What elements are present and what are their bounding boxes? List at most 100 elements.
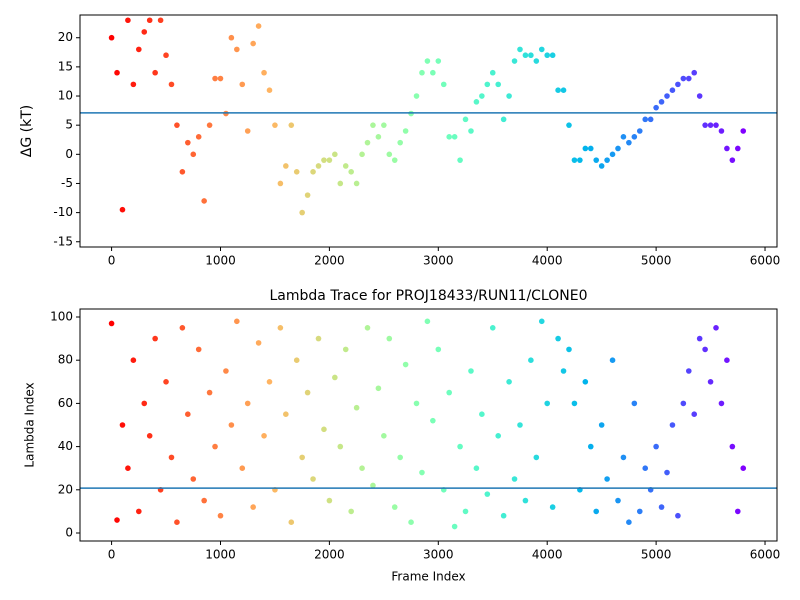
point <box>152 69 158 76</box>
point <box>528 52 534 59</box>
point <box>430 69 436 76</box>
point <box>707 122 714 128</box>
point <box>386 335 393 342</box>
x-tick-label: 3000 <box>423 254 454 268</box>
point <box>168 81 175 88</box>
point <box>566 346 572 353</box>
point <box>364 324 371 331</box>
point <box>108 34 115 41</box>
point <box>212 443 218 450</box>
point <box>538 46 545 53</box>
y-tick-label: 5 <box>65 118 73 132</box>
point <box>114 517 120 523</box>
point <box>479 93 485 99</box>
y-tick-label: 60 <box>58 396 73 410</box>
x-axis-label: Frame Index <box>391 570 465 584</box>
point <box>381 433 387 439</box>
point <box>685 75 692 82</box>
x-tick-label: 3000 <box>423 548 454 562</box>
point <box>359 465 365 472</box>
point <box>707 378 714 385</box>
point <box>691 411 698 417</box>
point <box>533 454 540 461</box>
point <box>321 426 327 433</box>
point <box>391 504 398 510</box>
y-tick-label: 0 <box>65 526 73 540</box>
point <box>582 378 589 385</box>
point <box>326 157 333 163</box>
point <box>462 508 469 515</box>
point <box>631 400 638 407</box>
point <box>310 476 316 482</box>
point <box>190 151 197 158</box>
point <box>620 134 627 140</box>
point <box>255 23 262 29</box>
point <box>451 134 458 140</box>
point <box>511 476 518 482</box>
point <box>479 411 485 417</box>
point <box>729 157 736 163</box>
point <box>174 122 180 128</box>
point <box>544 400 551 407</box>
point <box>283 411 289 417</box>
point <box>598 163 605 169</box>
point <box>500 116 507 123</box>
point <box>691 69 698 76</box>
x-tick-label: 4000 <box>532 254 563 268</box>
point <box>517 422 523 428</box>
point <box>495 81 502 88</box>
point <box>272 122 278 128</box>
y-axis-label: Lambda Index <box>23 382 37 467</box>
point <box>234 46 240 53</box>
point <box>626 139 632 146</box>
point <box>718 128 725 134</box>
point <box>353 180 360 187</box>
point <box>446 389 452 396</box>
point <box>168 454 175 461</box>
y-tick-label: -15 <box>53 234 73 248</box>
x-tick-label: 6000 <box>750 254 781 268</box>
point <box>647 116 654 123</box>
point <box>675 512 681 519</box>
point <box>234 318 240 325</box>
point <box>702 346 708 353</box>
point <box>424 58 431 64</box>
point <box>397 454 403 461</box>
point <box>680 400 687 407</box>
y-axis-label: ΔG (kT) <box>19 105 35 157</box>
point <box>593 157 600 163</box>
point <box>653 104 659 111</box>
point <box>136 508 142 515</box>
point <box>348 169 354 175</box>
point <box>511 58 518 64</box>
point <box>261 69 267 76</box>
point <box>239 81 246 88</box>
point <box>157 17 164 24</box>
point <box>604 476 610 482</box>
point <box>266 378 273 385</box>
point <box>587 443 594 450</box>
point <box>593 508 600 515</box>
point <box>636 508 643 515</box>
point <box>136 46 142 53</box>
point <box>451 523 458 530</box>
x-tick-label: 2000 <box>314 548 345 562</box>
point <box>560 87 567 93</box>
point <box>571 157 578 163</box>
point <box>413 93 420 99</box>
point <box>664 93 670 99</box>
point <box>522 52 529 59</box>
point <box>462 116 469 123</box>
point <box>642 465 649 472</box>
point <box>680 75 687 82</box>
point <box>359 151 365 158</box>
point <box>522 497 529 504</box>
point <box>620 454 627 461</box>
point <box>549 504 556 510</box>
point <box>370 482 376 489</box>
y-tick-label: 100 <box>50 309 73 323</box>
point <box>277 324 284 331</box>
point <box>195 346 202 353</box>
point <box>250 40 256 47</box>
point <box>342 163 349 169</box>
